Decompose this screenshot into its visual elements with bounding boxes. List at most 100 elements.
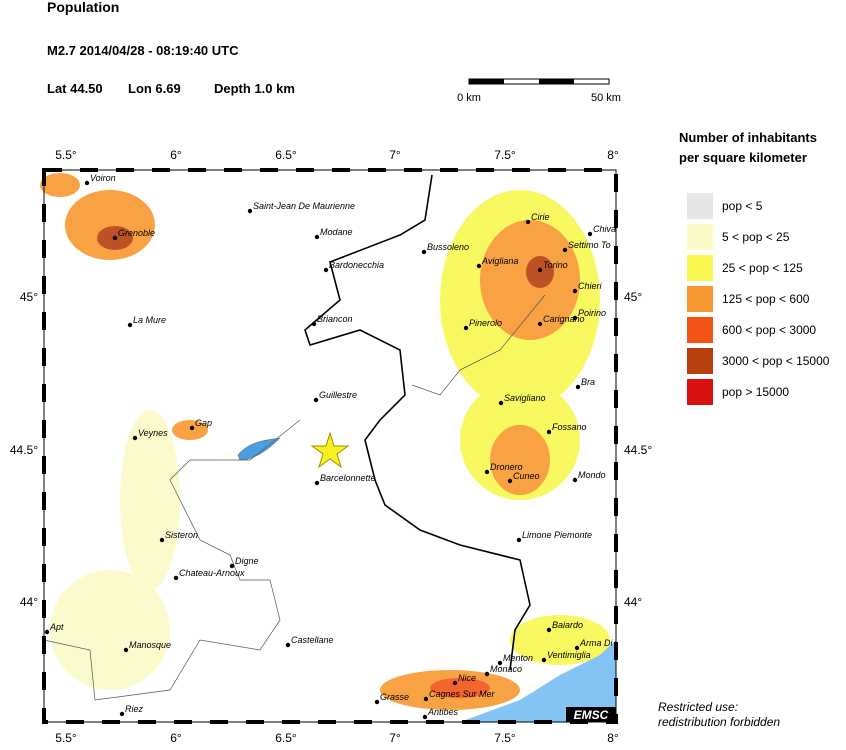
city-label: Bra [581,377,595,387]
city-dot [44,629,50,635]
lake [237,437,281,461]
city-label: Cirie [531,212,550,222]
city-label: Digne [235,556,259,566]
notice: redistribution forbidden [658,715,780,729]
border [304,174,531,671]
city-label: Mondo [578,470,606,480]
city-dot [484,671,490,677]
lon-label: 8° [607,148,619,162]
city-dot [313,397,319,403]
city-dot [132,435,138,441]
lat-label: 45° [624,290,642,304]
city-label: Guillestre [319,390,357,400]
legend-swatch [687,224,713,250]
city-dot [127,322,133,328]
frame-line [43,169,617,723]
lon-label: 7° [389,148,401,162]
legend-label: pop < 5 [722,199,763,213]
lon-label: 7.5° [494,731,516,745]
city-label: Barcelonnette [320,473,376,483]
city-dot [572,288,578,294]
event: M2.7 2014/04/28 - 08:19:40 UTC [47,43,239,58]
city-label: Dronero [490,462,523,472]
legend-label: pop > 15000 [722,385,789,399]
city-dot [507,478,513,484]
city-label: Carignano [543,314,585,324]
city-label: Apt [49,622,64,632]
city-label: Grasse [380,692,409,702]
title: Population [47,0,119,15]
city-label: Riez [125,704,144,714]
notice: Restricted use: [658,700,738,714]
lon-label: 7.5° [494,148,516,162]
city-dot [498,400,504,406]
city-label: Castellane [291,635,334,645]
city-label: Chateau-Arnoux [179,568,245,578]
region-boundary [43,419,301,701]
city-dot [247,208,253,214]
city-dot [546,627,552,633]
lon-label: 8° [607,731,619,745]
lon-label: 6.5° [275,731,297,745]
population-patches [40,173,610,710]
city-label: Voiron [90,173,116,183]
epicenter-star [310,431,350,469]
lat-label: 44.5° [10,443,38,457]
city-label: Manosque [129,640,171,650]
lon-label: 5.5° [55,731,77,745]
logo: EMSC [574,708,609,722]
legend-swatch [687,379,713,405]
scale-bar: 0 km 50 km [457,78,621,104]
city-dot [546,429,552,435]
lon-label: 6° [170,731,182,745]
map: EMSC Voiron Grenoble Saint-Jean De Maurien… [40,168,618,724]
sea [460,640,616,722]
lon: Lon 6.69 [128,81,181,96]
legend-swatch [687,317,713,343]
city-label: Savigliano [504,393,546,403]
city-dot [537,267,543,273]
lon-label: 7° [389,731,401,745]
city-dot [421,249,427,255]
city-label: Nice [458,673,476,683]
city-label: Baiardo [552,620,583,630]
city-label: Chiva [593,224,616,234]
city-label: Monaco [490,664,522,674]
city-label: Gap [195,418,212,428]
legend-swatch [687,193,713,219]
lon-label: 6.5° [275,148,297,162]
legend-swatch [687,348,713,374]
city-label: Limone Piemonte [522,530,592,540]
legend-swatch [687,255,713,281]
city-label: Poirino [578,308,606,318]
city-dot [572,477,578,483]
legend-label: 3000 < pop < 15000 [722,354,830,368]
city-dot [229,563,235,569]
city-dot [84,180,90,186]
city-dot [484,469,490,475]
city-label: Cagnes Sur Mer [429,689,496,699]
legend: Number of inhabitants per square kilomet… [679,130,830,405]
city-dot [572,315,578,321]
legend-label: 25 < pop < 125 [722,261,803,275]
city-dot [311,321,317,327]
city-dot [497,660,503,666]
lon-label: 5.5° [55,148,77,162]
legend-label: 125 < pop < 600 [722,292,810,306]
city-dot [123,647,129,653]
city-label: Modane [320,227,353,237]
lat-label: 44° [20,595,38,609]
lat-label: 44.5° [624,443,652,457]
city-dot [112,235,118,241]
city-label: Chieri [578,281,603,291]
city-dot [323,267,329,273]
city-label: Torino [543,260,568,270]
city-label: Fossano [552,422,587,432]
logo-box [566,707,616,722]
scale-end: 50 km [591,92,621,104]
city-dot [119,711,125,717]
city-dot [422,714,428,720]
city-dot [562,247,568,253]
city-dot [587,231,593,237]
